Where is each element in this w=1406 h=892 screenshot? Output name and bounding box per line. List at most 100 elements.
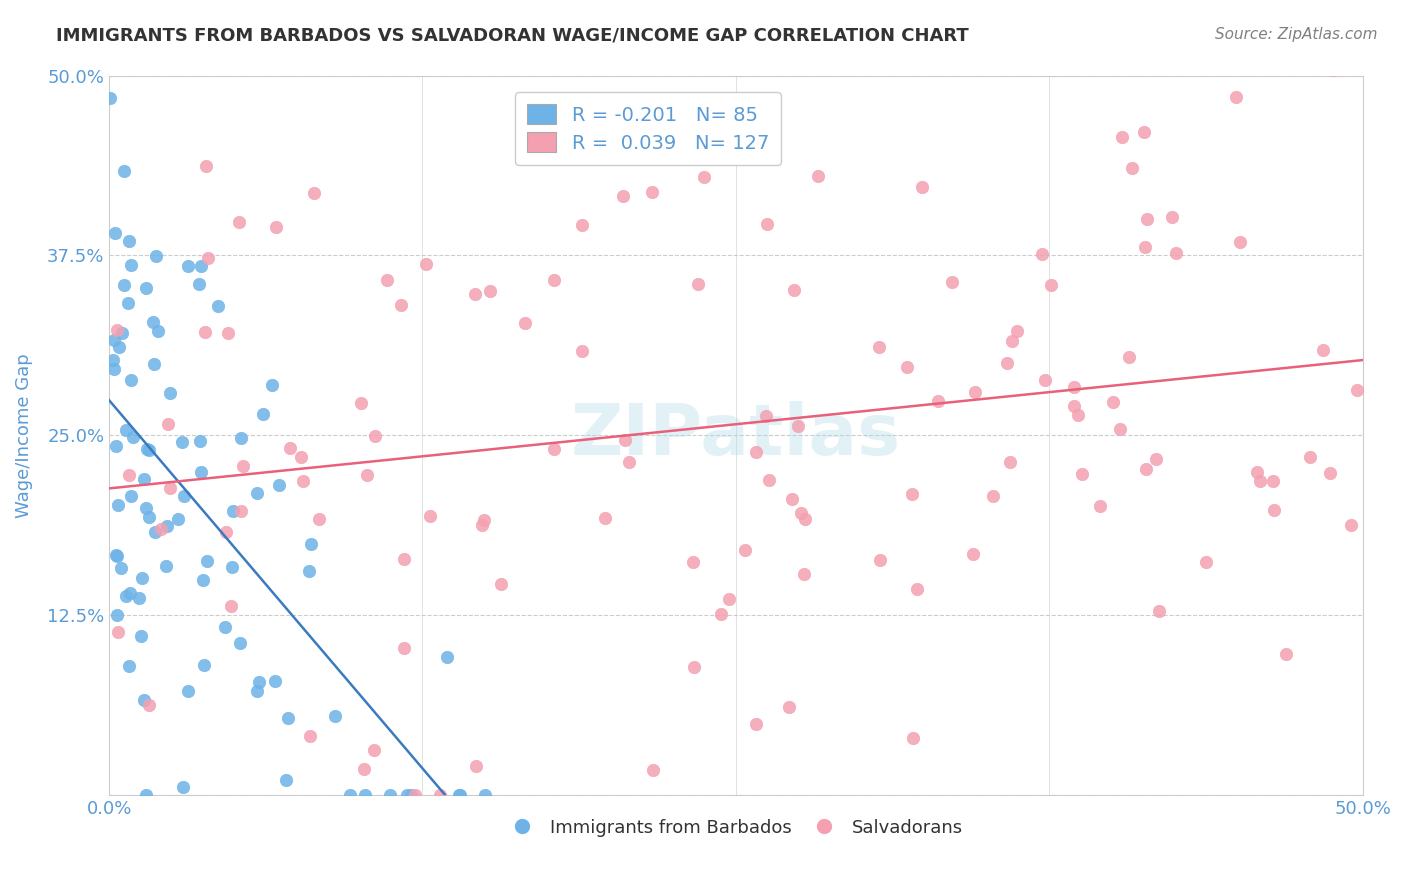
Point (177, 684, 200, 698)
Point (419, 509, 441, 524)
Point (1263, 503, 1285, 517)
Point (1033, 373, 1056, 387)
Point (965, 384, 987, 399)
Point (1249, 474, 1271, 488)
Point (353, 789, 375, 803)
Text: Source: ZipAtlas.com: Source: ZipAtlas.com (1215, 27, 1378, 42)
Point (111, 326, 134, 340)
Point (135, 789, 157, 803)
Point (807, 169, 830, 184)
Point (1136, 212, 1159, 227)
Point (267, 477, 290, 491)
Point (117, 296, 139, 310)
Point (464, 286, 486, 301)
Point (998, 455, 1021, 469)
Point (190, 434, 212, 448)
Point (479, 284, 502, 298)
Point (120, 258, 142, 272)
Point (543, 273, 565, 287)
Point (640, 185, 662, 199)
Point (115, 589, 138, 603)
Point (135, 500, 157, 515)
Point (1263, 475, 1285, 489)
Point (155, 559, 177, 574)
Point (150, 522, 173, 536)
Point (118, 659, 141, 673)
Point (219, 599, 242, 613)
Point (195, 159, 218, 173)
Point (389, 298, 412, 312)
Point (103, 361, 125, 376)
Point (291, 474, 314, 488)
Point (1166, 245, 1188, 260)
Point (682, 660, 704, 674)
Point (1340, 517, 1362, 532)
Point (1109, 422, 1132, 436)
Point (1031, 247, 1053, 261)
Point (120, 373, 142, 387)
Point (429, 789, 451, 803)
Point (896, 359, 918, 374)
Point (156, 518, 179, 533)
Point (122, 430, 145, 444)
Point (472, 513, 495, 527)
Point (190, 259, 212, 273)
Point (166, 512, 188, 526)
Point (107, 624, 129, 639)
Point (356, 467, 378, 482)
Point (247, 674, 270, 689)
Point (614, 434, 637, 448)
Point (214, 619, 236, 633)
Point (131, 571, 153, 585)
Point (138, 698, 160, 712)
Point (710, 607, 733, 621)
Point (1101, 395, 1123, 409)
Point (696, 136, 718, 150)
Point (1121, 161, 1143, 175)
Point (396, 789, 419, 803)
Point (903, 731, 925, 745)
Point (1319, 466, 1341, 480)
Point (308, 512, 330, 526)
Point (967, 0, 990, 14)
Point (100, 0, 122, 11)
Point (118, 586, 141, 600)
Point (172, 780, 194, 794)
Point (513, 316, 536, 330)
Point (103, 333, 125, 347)
Point (134, 281, 156, 295)
Point (105, 549, 128, 563)
Point (1133, 125, 1156, 139)
Point (1229, 235, 1251, 249)
Point (962, 547, 984, 561)
Point (941, 275, 963, 289)
Point (364, 429, 387, 443)
Point (793, 512, 815, 526)
Point (1135, 461, 1157, 475)
Point (229, 636, 252, 650)
Point (1299, 450, 1322, 464)
Point (1144, 452, 1167, 467)
Point (156, 417, 179, 431)
Point (778, 699, 800, 714)
Point (745, 445, 768, 459)
Point (142, 357, 165, 371)
Point (207, 299, 229, 313)
Point (793, 567, 815, 582)
Point (543, 442, 565, 456)
Point (173, 489, 195, 503)
Point (115, 423, 138, 437)
Point (449, 789, 471, 803)
Point (138, 443, 160, 458)
Point (105, 607, 128, 622)
Point (349, 396, 371, 410)
Point (290, 450, 312, 465)
Point (465, 758, 488, 772)
Point (193, 657, 215, 672)
Point (194, 325, 217, 339)
Point (105, 323, 128, 337)
Point (112, 278, 135, 293)
Point (375, 273, 398, 287)
Point (1001, 334, 1024, 348)
Point (1133, 240, 1156, 254)
